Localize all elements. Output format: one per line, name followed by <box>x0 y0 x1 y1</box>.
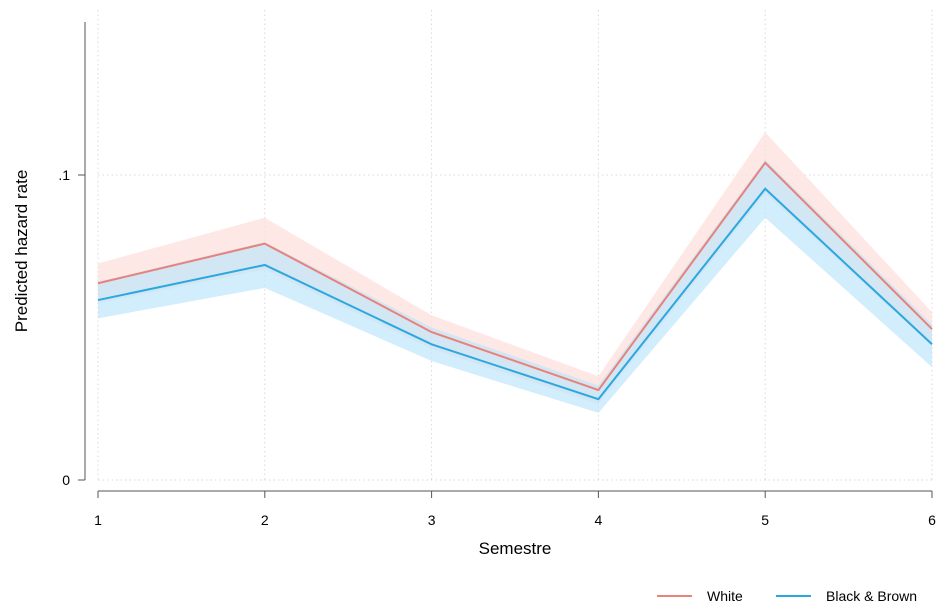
confidence-band-1 <box>98 132 932 404</box>
y-axis-title: Predicted hazard rate <box>12 170 31 333</box>
y-tick-label-0: 0 <box>62 472 70 488</box>
series-line-1 <box>97 161 933 392</box>
x-tick-label-5: 5 <box>761 512 769 528</box>
x-axis-title: Semestre <box>479 539 552 558</box>
x-tick-label-4: 4 <box>595 512 603 528</box>
ticks: 1 2 3 4 5 6 0 .1 <box>58 167 936 528</box>
legend-label-2: Black & Brown <box>826 588 917 604</box>
x-tick-label-2: 2 <box>261 512 269 528</box>
legend-label-1: White <box>707 588 743 604</box>
x-tick-label-3: 3 <box>428 512 436 528</box>
x-tick-label-6: 6 <box>928 512 936 528</box>
x-tick-label-1: 1 <box>94 512 102 528</box>
axes <box>84 22 932 492</box>
legend: White Black & Brown <box>657 588 917 604</box>
series-lines <box>97 161 933 401</box>
confidence-bands <box>98 132 932 413</box>
series-line-2 <box>97 187 933 401</box>
confidence-band-2 <box>98 159 932 413</box>
y-tick-label-.1: .1 <box>58 167 70 183</box>
